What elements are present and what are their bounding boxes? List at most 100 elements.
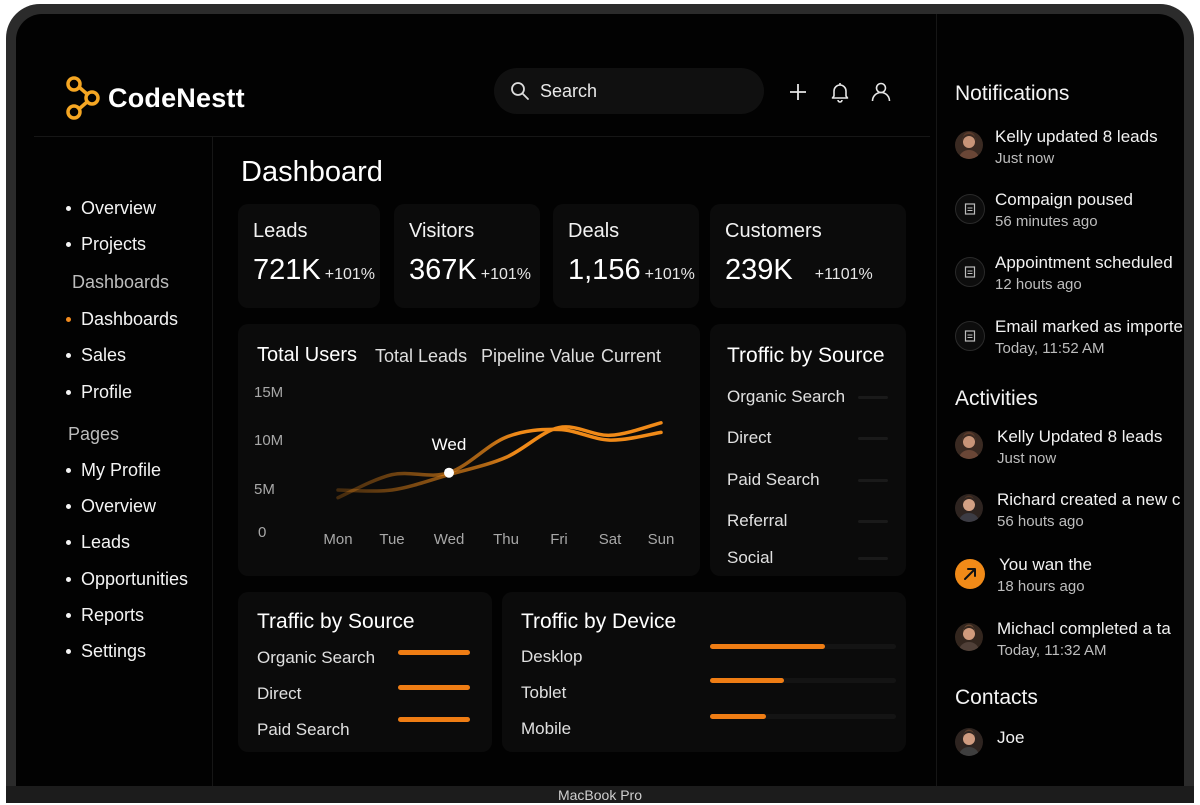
tab-total-users[interactable]: Total Users xyxy=(257,344,358,366)
brand-logo[interactable]: CodeNestt xyxy=(64,74,245,122)
device-bar xyxy=(710,644,825,649)
plus-icon[interactable] xyxy=(786,80,810,104)
activity-time: 56 houts ago xyxy=(997,513,1084,530)
source-bar xyxy=(858,479,888,482)
card-title: Traffic by Source xyxy=(257,610,415,633)
sidebar-item-leads[interactable]: Leads xyxy=(66,532,130,553)
sidebar-item-label: Leads xyxy=(81,532,131,552)
bullet-icon xyxy=(66,577,71,582)
document-icon xyxy=(955,194,985,224)
device-row-label: Toblet xyxy=(521,683,567,702)
stat-card-leads[interactable]: Leads 721K +101% xyxy=(238,204,380,308)
sidebar-item-overview[interactable]: Overview xyxy=(66,198,156,219)
x-tick-label: Mon xyxy=(323,531,353,548)
avatar xyxy=(955,623,983,651)
device-row-label: Desklop xyxy=(521,647,583,666)
device-row-label: Mobile xyxy=(521,719,572,738)
avatar xyxy=(955,494,983,522)
device-bar xyxy=(710,714,766,719)
stat-change: +101% xyxy=(644,266,695,283)
activity-item[interactable]: Michacl completed a ta Today, 11:32 AM xyxy=(955,619,1184,667)
sidebar-item-label: Settings xyxy=(81,641,147,661)
sidebar-item-profile[interactable]: Profile xyxy=(66,382,132,403)
stat-card-deals[interactable]: Deals 1,156 +101% xyxy=(553,204,699,308)
sidebar-item-label: Opportunities xyxy=(81,569,189,589)
stat-card-visitors[interactable]: Visitors 367K +101% xyxy=(394,204,540,308)
notification-item[interactable]: Kelly updated 8 leads Just now xyxy=(955,127,1184,175)
contact-item[interactable]: Joe xyxy=(955,726,1184,772)
stat-label: Visitors xyxy=(409,220,475,242)
x-tick-label: Wed xyxy=(433,531,465,548)
traffic-source-bars-card: Traffic by Source Organic Search Direct … xyxy=(238,592,492,752)
stat-value: 239K xyxy=(725,254,793,286)
chart-tooltip: Wed xyxy=(431,434,467,454)
stat-card-customers[interactable]: Customers 239K +1101% xyxy=(710,204,906,308)
tab-pipeline-value[interactable]: Pipeline Value xyxy=(481,346,595,366)
notification-item[interactable]: Compaign poused 56 minutes ago xyxy=(955,190,1184,238)
tab-total-leads[interactable]: Total Leads xyxy=(375,346,468,366)
sidebar-item-label: Overview xyxy=(81,496,157,516)
active-bullet-icon xyxy=(66,317,71,322)
bell-icon[interactable] xyxy=(828,80,852,104)
document-icon xyxy=(955,257,985,287)
x-tick-label: Tue xyxy=(379,531,405,548)
activity-title: You wan the xyxy=(999,555,1092,574)
user-icon[interactable] xyxy=(869,80,893,104)
stat-label: Customers xyxy=(725,220,822,242)
stat-label: Leads xyxy=(253,220,308,242)
source-row-label: Referral xyxy=(727,511,788,530)
bullet-icon xyxy=(66,353,71,358)
stat-label: Deals xyxy=(568,220,620,242)
x-tick-label: Sun xyxy=(647,531,675,548)
bullet-icon xyxy=(66,390,71,395)
sidebar-item-overview-page[interactable]: Overview xyxy=(66,496,156,517)
sidebar-item-projects[interactable]: Projects xyxy=(66,234,146,255)
tooltip-point[interactable] xyxy=(444,467,454,478)
source-bar xyxy=(398,717,470,722)
activity-item[interactable]: Kelly Updated 8 leads Just now xyxy=(955,427,1184,475)
page-title: Dashboard xyxy=(241,156,383,188)
sidebar-item-label: Sales xyxy=(81,345,127,365)
sidebar xyxy=(16,137,213,790)
sidebar-section-dashboards: Dashboards xyxy=(72,272,170,292)
stat-value-row: 239K +1101% xyxy=(725,254,873,287)
line-chart[interactable] xyxy=(238,324,700,576)
series-line-1 xyxy=(336,427,663,500)
stat-change: +101% xyxy=(324,266,375,283)
source-bar xyxy=(858,396,888,399)
activity-time: 18 hours ago xyxy=(997,578,1085,595)
sidebar-item-dashboards[interactable]: Dashboards xyxy=(66,309,178,330)
tab-current[interactable]: Current xyxy=(601,346,662,366)
sidebar-item-label: My Profile xyxy=(81,460,162,480)
sidebar-item-label: Profile xyxy=(81,382,133,402)
activity-item[interactable]: Richard created a new c 56 houts ago xyxy=(955,490,1184,538)
sidebar-item-sales[interactable]: Sales xyxy=(66,345,126,366)
device-bar-track xyxy=(710,714,896,719)
stat-value: 367K xyxy=(409,254,477,286)
stat-value-row: 721K +101% xyxy=(253,254,375,287)
sidebar-item-reports[interactable]: Reports xyxy=(66,605,144,626)
notification-item[interactable]: Email marked as importe Today, 11:52 AM xyxy=(955,317,1184,365)
sidebar-item-opportunities[interactable]: Opportunities xyxy=(66,569,188,590)
traffic-source-card: Troffic by Source Organic Search Direct … xyxy=(710,324,906,576)
search-icon xyxy=(511,82,529,100)
sidebar-item-my-profile[interactable]: My Profile xyxy=(66,460,161,481)
bullet-icon xyxy=(66,540,71,545)
stat-change: +1101% xyxy=(814,266,873,283)
search-input[interactable]: Search xyxy=(494,68,764,114)
brand-name: CodeNestt xyxy=(108,82,245,113)
sidebar-item-settings[interactable]: Settings xyxy=(66,641,146,662)
document-icon xyxy=(955,321,985,351)
notification-item[interactable]: Appointment scheduled 12 houts ago xyxy=(955,253,1184,301)
source-row-label: Social xyxy=(727,548,774,567)
sidebar-item-label: Dashboards xyxy=(81,309,179,329)
sidebar-item-label: Projects xyxy=(81,234,147,254)
notifications-title: Notifications xyxy=(955,82,1070,105)
activity-item[interactable]: You wan the 18 hours ago xyxy=(955,555,1184,603)
source-bar xyxy=(858,557,888,560)
screen: CodeNestt Search Overview xyxy=(16,14,1184,790)
y-tick-label: 10M xyxy=(254,432,284,449)
logo-icon xyxy=(66,76,100,120)
device-bar-track xyxy=(710,678,896,683)
notification-time: Today, 11:52 AM xyxy=(995,340,1105,357)
